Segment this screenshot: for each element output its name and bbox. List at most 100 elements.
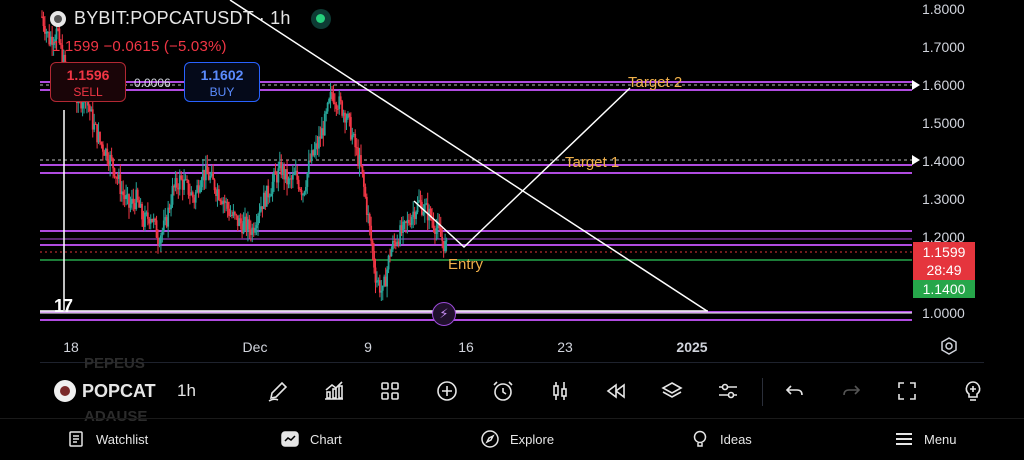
candle-body — [445, 240, 448, 242]
candle-body — [426, 203, 429, 221]
candle-body — [262, 192, 265, 209]
price-tick: 1.3000 — [922, 191, 965, 207]
nav-ideas[interactable]: Ideas — [690, 429, 752, 449]
bulb-icon[interactable] — [958, 376, 988, 406]
market-open-icon[interactable] — [310, 8, 331, 29]
candle-body — [439, 228, 442, 237]
candle-body — [344, 112, 346, 123]
candle-body — [158, 243, 161, 245]
target-2-label[interactable]: Target 2 — [628, 74, 683, 91]
candle-body — [435, 228, 438, 234]
candle-body — [300, 190, 303, 195]
candle-body — [407, 219, 410, 224]
candle-body — [174, 178, 177, 188]
candle-body — [225, 201, 228, 203]
candle-body — [87, 99, 90, 106]
candle-body — [180, 175, 183, 180]
candle-body — [206, 165, 209, 175]
candle-body — [218, 189, 220, 200]
nav-explore[interactable]: Explore — [480, 429, 554, 449]
candle-body — [309, 160, 312, 162]
undo-icon[interactable] — [780, 376, 810, 406]
candle-body — [44, 26, 46, 34]
candle-body — [276, 174, 278, 183]
layers-icon[interactable] — [657, 376, 687, 406]
candle-body — [219, 199, 222, 202]
nav-chart[interactable]: Chart — [280, 429, 342, 449]
target-1-label[interactable]: Target 1 — [565, 154, 620, 171]
nav-ideas-label: Ideas — [720, 431, 752, 447]
zone-entry — [40, 230, 912, 246]
indicators-icon[interactable] — [319, 376, 349, 406]
candle-body — [80, 97, 83, 109]
candle-body — [378, 280, 381, 293]
candle-body — [168, 207, 171, 210]
candle-body — [332, 93, 335, 103]
nav-menu[interactable]: Menu — [894, 429, 957, 449]
pencil-icon[interactable] — [263, 376, 293, 406]
candle-body — [429, 208, 432, 219]
candle-body — [222, 200, 225, 205]
candle-body — [358, 155, 361, 166]
symbol-selector[interactable]: POPCAT — [54, 380, 156, 402]
alarm-icon[interactable] — [488, 376, 518, 406]
candle-body — [94, 123, 97, 125]
candle-body — [154, 218, 156, 221]
candle-body — [347, 113, 349, 119]
candle-body — [193, 197, 196, 203]
nav-watchlist[interactable]: Watchlist — [66, 429, 148, 449]
price-axis[interactable]: 1.8000 1.7000 1.6000 1.5000 1.4000 1.300… — [920, 0, 1024, 330]
candles — [41, 10, 448, 301]
fullscreen-icon[interactable] — [892, 376, 922, 406]
candle-body — [178, 175, 181, 190]
replay-icon[interactable] — [601, 376, 631, 406]
candle-body — [244, 216, 246, 222]
candle-body — [119, 174, 122, 195]
plus-icon[interactable] — [432, 376, 462, 406]
candle-body — [145, 212, 148, 214]
candle-body — [376, 280, 378, 283]
candle-body — [220, 201, 223, 205]
price-chart[interactable] — [0, 0, 1024, 360]
nav-watchlist-label: Watchlist — [96, 431, 149, 447]
candle-body — [341, 101, 344, 116]
buy-button[interactable]: 1.1602 BUY — [184, 62, 260, 102]
candles-icon[interactable] — [545, 376, 575, 406]
lightning-icon[interactable]: ⚡ — [432, 302, 456, 326]
redo-icon[interactable] — [836, 376, 866, 406]
symbol-title[interactable]: BYBIT:POPCATUSDT · 1h — [74, 8, 291, 28]
sell-button[interactable]: 1.1596 SELL — [50, 62, 126, 102]
candle-body — [45, 31, 48, 34]
candle-body — [267, 185, 270, 198]
candle-body — [149, 218, 152, 224]
candle-body — [152, 218, 155, 222]
candle-body — [90, 109, 93, 112]
candle-body — [431, 218, 433, 221]
time-tick: Dec — [242, 339, 268, 355]
sliders-icon[interactable] — [713, 376, 743, 406]
candle-body — [202, 169, 204, 181]
candle-body — [122, 191, 125, 196]
price-tick: 1.7000 — [922, 39, 965, 55]
candle-body — [287, 178, 290, 185]
candle-body — [141, 203, 143, 220]
candle-body — [162, 220, 165, 231]
entry-label[interactable]: Entry — [448, 256, 484, 273]
candle-body — [373, 250, 375, 268]
candle-body — [91, 109, 94, 130]
chart-settings-icon[interactable] — [939, 336, 959, 356]
candle-body — [254, 228, 257, 233]
popcat-logo-icon — [54, 380, 76, 402]
candle-body — [52, 42, 55, 45]
toolbar-divider — [762, 378, 763, 406]
candle-body — [104, 148, 107, 156]
candle-body — [334, 102, 336, 105]
zone-bottom — [40, 311, 912, 321]
candle-body — [268, 196, 271, 198]
candle-body — [200, 180, 203, 188]
candle-body — [106, 148, 109, 161]
interval-selector[interactable]: 1h — [177, 381, 196, 400]
candle-body — [365, 196, 368, 215]
grid-icon[interactable] — [375, 376, 405, 406]
chart-icon — [281, 431, 299, 447]
